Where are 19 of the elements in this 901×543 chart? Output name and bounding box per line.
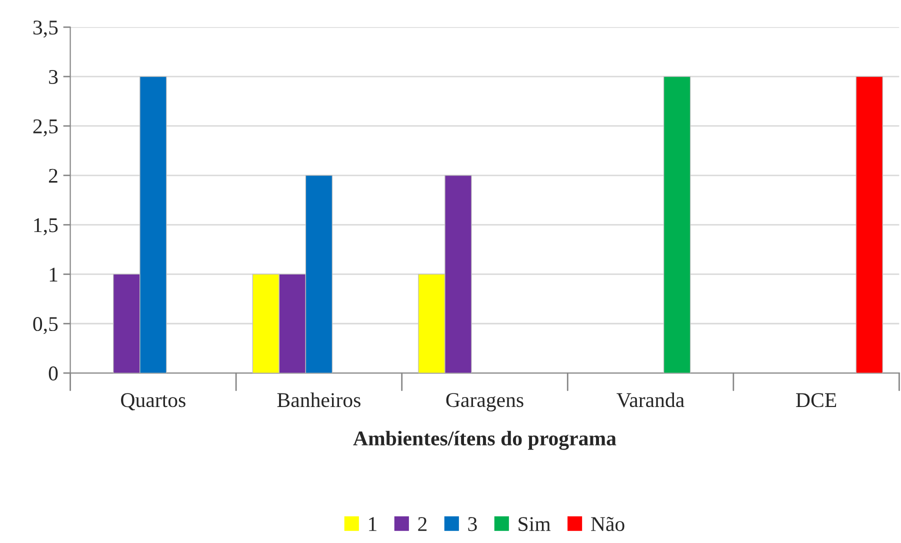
y-tick-label: 2,5 [33,119,58,136]
x-tick-label: DCE [796,393,836,408]
x-axis-title: Ambientes/ítens do programa [353,430,616,450]
legend-label: 3 [468,517,477,532]
x-tick-label: Varanda [616,392,684,408]
y-tick-label: 3 [49,70,58,84]
y-tick-label: 3,5 [33,20,58,38]
y-tick-label: 0 [48,366,58,380]
x-tick-label: Quartos [121,393,186,410]
y-tick-label: 1 [50,268,58,282]
legend-label: Sim [518,517,551,532]
legend-label: Não [591,516,624,532]
legend-label: 1 [369,517,376,531]
legend-label: 2 [418,517,427,531]
x-tick-label: Banheiros [277,392,360,408]
y-tick-label: 1,5 [34,218,58,236]
y-tick-label: 0,5 [33,317,58,334]
y-tick-label: 2 [48,168,58,183]
x-tick-label: Garagens [446,393,524,412]
